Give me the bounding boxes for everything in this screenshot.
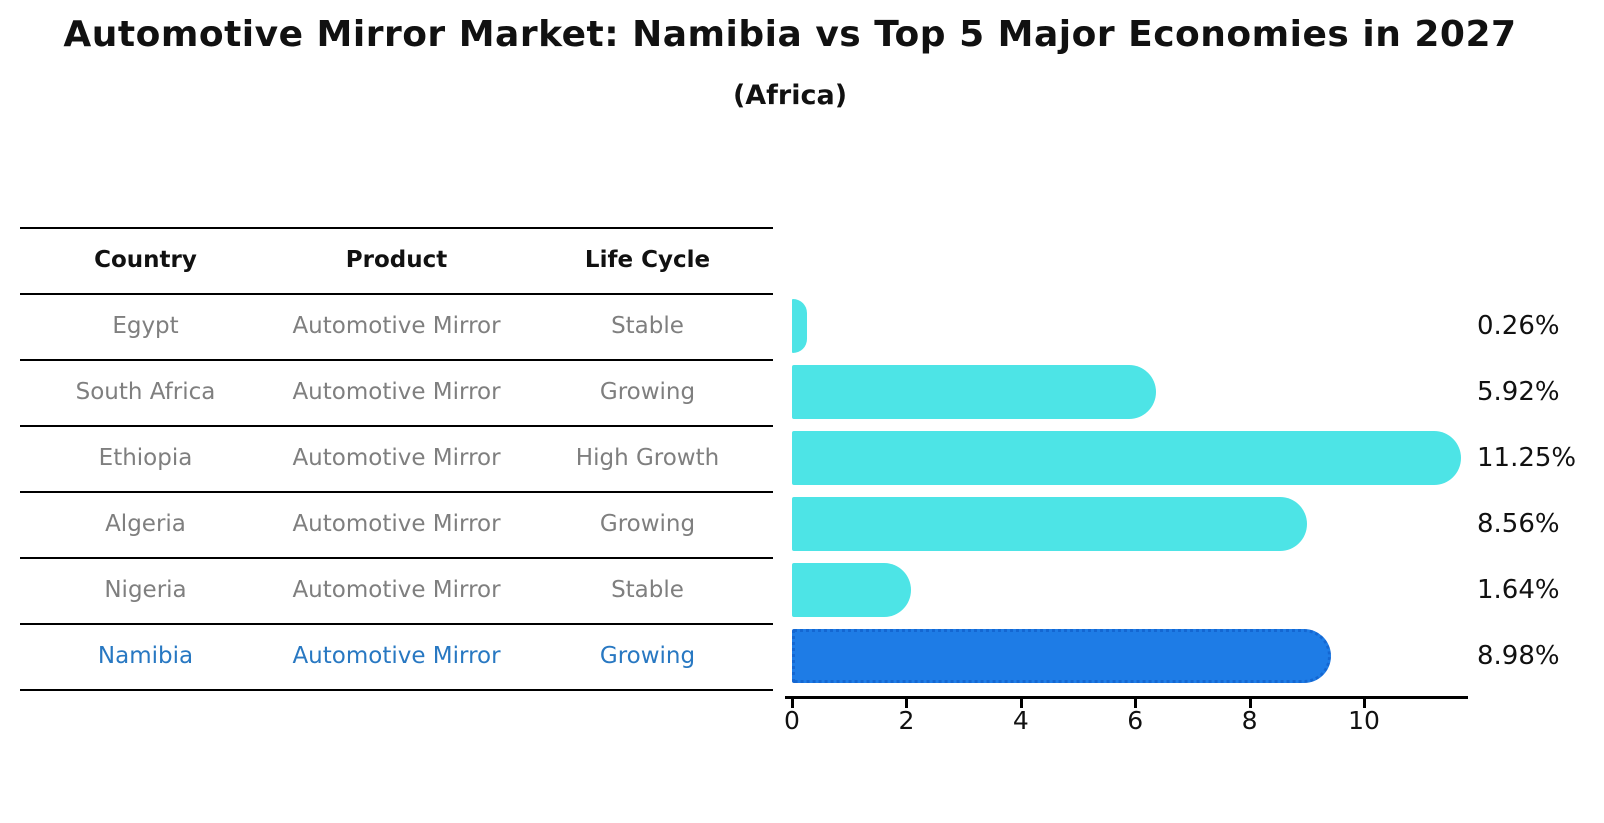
table-border-line — [20, 359, 773, 361]
column-header-product: Product — [345, 247, 448, 273]
table-header-row: Country Product Life Cycle — [20, 227, 773, 293]
cell-lifecycle: High Growth — [575, 445, 720, 471]
x-axis-tick-label: 10 — [1348, 706, 1380, 735]
cell-lifecycle: Growing — [599, 643, 696, 669]
table-border-line — [20, 425, 773, 427]
table-row: Ethiopia Automotive Mirror High Growth — [20, 425, 773, 491]
value-label: 1.64% — [1477, 575, 1560, 605]
value-label: 0.26% — [1477, 311, 1560, 341]
value-label: 8.56% — [1477, 509, 1560, 539]
x-axis-tick — [791, 698, 794, 708]
cell-product: Automotive Mirror — [292, 643, 501, 669]
x-axis-tick — [1363, 698, 1366, 708]
cell-product: Automotive Mirror — [292, 511, 501, 537]
x-axis-line — [785, 696, 1468, 699]
value-label: 8.98% — [1477, 641, 1560, 671]
cell-lifecycle: Stable — [611, 313, 684, 339]
table-border-line — [20, 293, 773, 295]
bar-ethiopia — [792, 431, 1461, 485]
cell-country: Namibia — [97, 643, 194, 669]
bar-nigeria — [792, 563, 911, 617]
chart-title: Automotive Mirror Market: Namibia vs Top… — [63, 14, 1517, 55]
column-header-lifecycle: Life Cycle — [584, 247, 711, 273]
column-header-country: Country — [94, 247, 197, 273]
x-axis-tick-label: 8 — [1241, 706, 1258, 735]
bar-namibia — [792, 629, 1331, 683]
cell-lifecycle: Stable — [611, 577, 684, 603]
table-row: Nigeria Automotive Mirror Stable — [20, 557, 773, 623]
x-axis-tick — [1019, 698, 1023, 708]
table-border-line — [20, 623, 773, 625]
cell-country: Algeria — [105, 511, 186, 537]
value-label: 11.25% — [1477, 443, 1577, 473]
x-axis-tick-label: 6 — [1127, 706, 1144, 735]
table-row-namibia: Namibia Automotive Mirror Growing — [20, 623, 773, 689]
value-label: 5.92% — [1477, 377, 1560, 407]
x-axis-tick — [905, 698, 909, 708]
x-axis-tick — [1248, 698, 1252, 708]
x-axis-tick-label: 0 — [784, 706, 800, 735]
table-row: Egypt Automotive Mirror Stable — [20, 293, 773, 359]
cell-product: Automotive Mirror — [292, 577, 501, 603]
cell-country: South Africa — [75, 379, 216, 405]
cell-product: Automotive Mirror — [292, 313, 501, 339]
bar-egypt — [792, 299, 807, 353]
cell-lifecycle: Growing — [599, 379, 696, 405]
table-row: South Africa Automotive Mirror Growing — [20, 359, 773, 425]
cell-product: Automotive Mirror — [292, 445, 501, 471]
table-row: Algeria Automotive Mirror Growing — [20, 491, 773, 557]
x-axis-tick-label: 4 — [1012, 706, 1029, 735]
table-border-line — [20, 689, 773, 691]
table-border-line — [20, 557, 773, 559]
cell-country: Nigeria — [104, 577, 187, 603]
x-axis-tick-label: 2 — [898, 706, 915, 735]
table-border-line — [20, 227, 773, 229]
cell-product: Automotive Mirror — [292, 379, 501, 405]
cell-lifecycle: Growing — [599, 511, 696, 537]
bar-south-africa — [792, 365, 1156, 419]
cell-country: Ethiopia — [98, 445, 193, 471]
table-border-line — [20, 491, 773, 493]
chart-subtitle: (Africa) — [732, 80, 848, 111]
cell-country: Egypt — [112, 313, 179, 339]
bar-algeria — [792, 497, 1307, 551]
x-axis-tick — [1134, 698, 1138, 708]
